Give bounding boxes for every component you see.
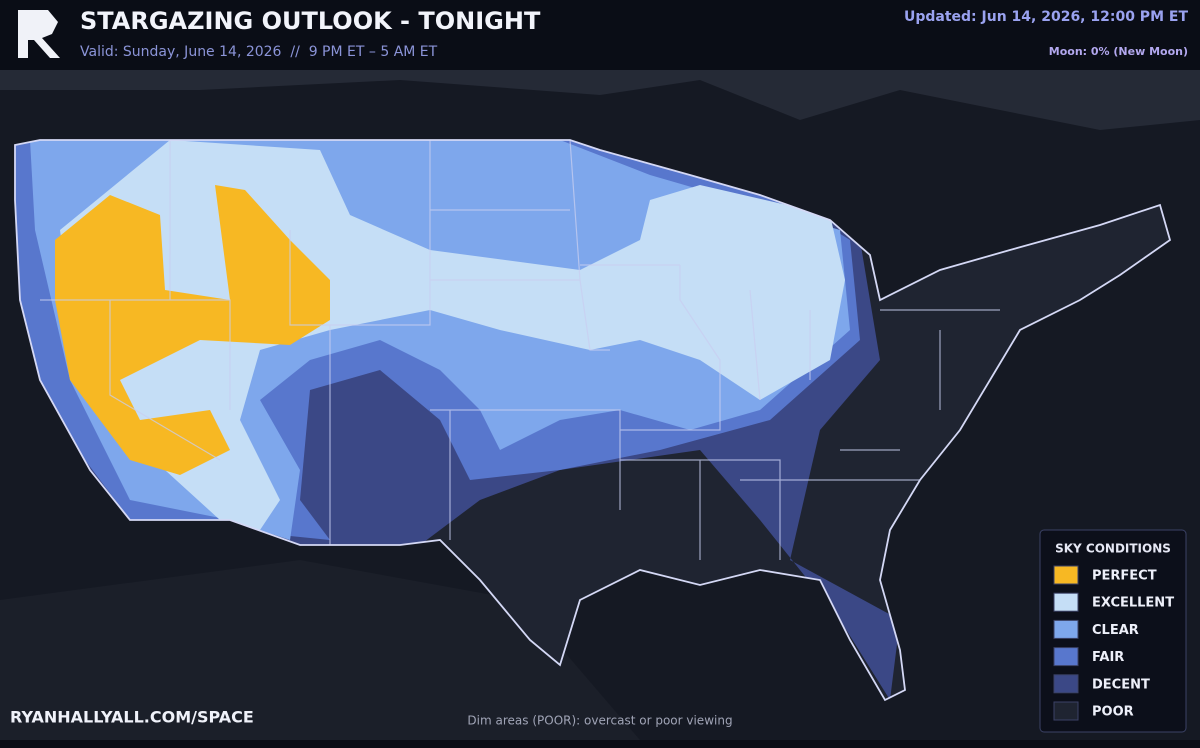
legend-label: FAIR <box>1092 650 1124 665</box>
legend-label: POOR <box>1092 705 1134 720</box>
logo <box>18 10 60 58</box>
subtitle: Valid: Sunday, June 14, 2026 // 9 PM ET … <box>80 44 438 60</box>
title: STARGAZING OUTLOOK - TONIGHT <box>80 7 541 35</box>
legend-label: EXCELLENT <box>1092 596 1174 611</box>
legend-swatch <box>1053 619 1079 639</box>
legend-title: SKY CONDITIONS <box>1055 542 1171 556</box>
mexico-land <box>0 560 640 740</box>
legend-swatch <box>1053 565 1079 585</box>
legend-label: CLEAR <box>1092 623 1139 638</box>
legend: SKY CONDITIONS PERFECT EXCELLENT CLEAR FAIR… <box>1039 529 1187 733</box>
canada-land <box>0 70 1200 130</box>
legend-swatch <box>1053 701 1079 721</box>
footnote: Dim areas (POOR): overcast or poor viewi… <box>467 714 732 728</box>
site-url: RYANHALLYALL.COM/SPACE <box>10 708 254 727</box>
legend-swatch <box>1053 592 1079 612</box>
header-bar <box>0 0 1200 70</box>
legend-swatch <box>1053 674 1079 694</box>
moon-phase: Moon: 0% (New Moon) <box>1049 45 1188 58</box>
updated: Updated: Jun 14, 2026, 12:00 PM ET <box>904 9 1188 25</box>
legend-swatch <box>1053 647 1079 667</box>
legend-label: DECENT <box>1092 677 1150 692</box>
state-borders <box>40 140 1000 560</box>
legend-label: PERFECT <box>1092 569 1157 584</box>
